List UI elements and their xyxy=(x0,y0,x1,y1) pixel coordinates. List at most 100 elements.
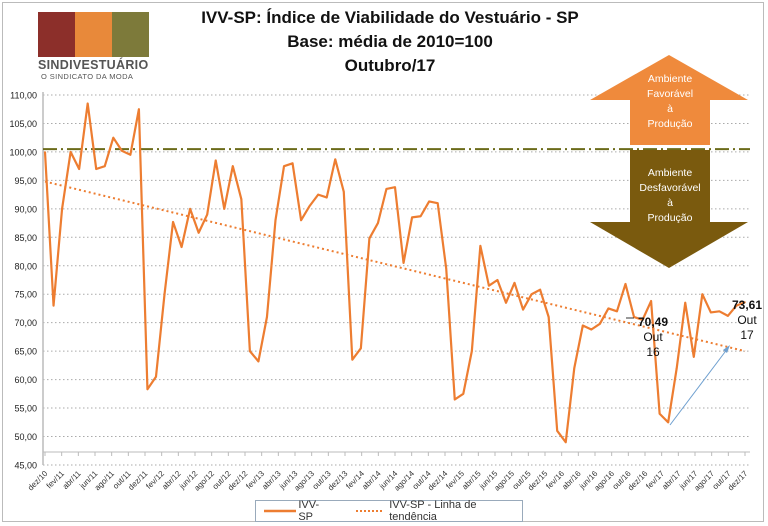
data-point xyxy=(206,213,208,216)
y-tick-label: 105,00 xyxy=(9,119,37,129)
title-line: Base: média de 2010=100 xyxy=(287,32,493,51)
x-tick-label: dez/14 xyxy=(426,469,450,493)
data-point xyxy=(718,310,721,313)
data-point xyxy=(641,319,644,321)
data-point xyxy=(146,388,149,391)
sindivestuario-logo: SINDIVESTUÁRIO O SINDICATO DA MODA xyxy=(38,12,150,81)
x-tick-label: dez/16 xyxy=(626,469,650,493)
data-point xyxy=(616,310,618,313)
data-point xyxy=(52,304,55,307)
data-point xyxy=(701,293,704,296)
x-tick-label: ago/11 xyxy=(93,469,117,493)
y-tick-label: 55,00 xyxy=(14,404,37,414)
x-tick-label: dez/10 xyxy=(26,469,50,493)
data-point xyxy=(103,165,106,167)
data-point xyxy=(283,165,285,167)
x-tick-label: abr/11 xyxy=(61,469,83,491)
x-tick-label: abr/17 xyxy=(660,469,683,492)
data-point xyxy=(462,393,465,395)
data-point xyxy=(351,358,354,361)
data-point xyxy=(112,136,115,139)
data-point xyxy=(624,283,627,285)
data-point xyxy=(394,186,396,189)
data-point xyxy=(69,151,72,153)
data-point xyxy=(138,108,140,111)
data-point xyxy=(573,367,576,370)
y-tick-label: 95,00 xyxy=(14,176,37,186)
x-tick-label: dez/11 xyxy=(126,469,149,492)
x-tick-label: dez/15 xyxy=(526,469,550,493)
data-point xyxy=(471,350,473,352)
data-point xyxy=(78,168,80,170)
data-point xyxy=(61,208,63,210)
data-point xyxy=(530,293,533,296)
logo-tagline: O SINDICATO DA MODA xyxy=(41,72,134,81)
y-tick-label: 75,00 xyxy=(14,290,37,300)
y-tick-label: 65,00 xyxy=(14,347,37,357)
data-point xyxy=(240,198,243,200)
data-point xyxy=(496,279,499,281)
data-point xyxy=(377,222,379,224)
data-point xyxy=(675,367,678,370)
y-tick-label: 50,00 xyxy=(14,432,37,442)
data-point xyxy=(266,316,268,318)
title-line: Outubro/17 xyxy=(344,56,436,75)
data-point xyxy=(488,284,490,287)
data-point xyxy=(607,307,610,310)
x-tick-label: dez/12 xyxy=(226,469,250,493)
x-tick-label: abr/13 xyxy=(260,469,283,492)
data-point xyxy=(308,205,311,207)
data-point xyxy=(684,301,687,304)
data-point xyxy=(599,323,601,325)
data-point xyxy=(214,159,217,162)
x-tick-label: abr/14 xyxy=(360,469,383,492)
data-point xyxy=(744,301,746,303)
x-tick-label: abr/16 xyxy=(560,469,583,492)
data-point xyxy=(479,245,482,247)
data-point xyxy=(667,421,669,424)
chart-title: IVV-SP: Índice de Viabilidade do Vestuár… xyxy=(170,6,610,78)
y-tick-label: 80,00 xyxy=(14,261,37,271)
y-tick-label: 100,00 xyxy=(9,147,37,157)
data-point xyxy=(411,216,413,219)
y-tick-label: 45,00 xyxy=(14,460,37,470)
data-point xyxy=(155,375,157,378)
favorable-label: Ambiente Favorável à Produção xyxy=(646,73,694,130)
data-point xyxy=(129,153,132,156)
data-point xyxy=(633,316,635,318)
data-point xyxy=(334,158,337,161)
unfavorable-label: Ambiente Desfavorável à Produção xyxy=(639,167,701,224)
data-point xyxy=(692,356,695,358)
data-point xyxy=(727,315,729,317)
data-point xyxy=(325,196,328,199)
data-point xyxy=(342,190,345,193)
data-point xyxy=(95,168,98,170)
data-point xyxy=(658,412,661,415)
annotation-oct17: 73,61 Out 17 xyxy=(731,298,763,342)
data-point xyxy=(317,193,319,196)
pointer-arrowhead xyxy=(723,345,730,353)
data-point xyxy=(445,267,448,270)
data-point xyxy=(163,293,166,296)
trend-line xyxy=(44,180,746,353)
data-point xyxy=(522,308,524,311)
data-point xyxy=(180,246,183,248)
data-point xyxy=(436,202,439,204)
data-point xyxy=(86,102,89,105)
data-point xyxy=(223,208,226,210)
data-point xyxy=(257,360,260,363)
data-point xyxy=(232,165,234,167)
annotation-oct16: 70,49 Out 16 xyxy=(637,315,669,359)
x-tick-label: dez/17 xyxy=(726,469,750,493)
x-tick-label: dez/13 xyxy=(326,469,350,493)
data-point xyxy=(505,301,507,304)
data-point xyxy=(453,398,456,401)
y-tick-label: 90,00 xyxy=(14,204,37,214)
data-point xyxy=(564,441,567,444)
data-point xyxy=(419,215,422,218)
x-tick-label: abr/15 xyxy=(460,469,483,492)
data-point xyxy=(582,324,584,327)
data-point xyxy=(428,200,430,203)
data-point xyxy=(274,219,277,222)
title-line: IVV-SP: Índice de Viabilidade do Vestuár… xyxy=(201,8,579,27)
